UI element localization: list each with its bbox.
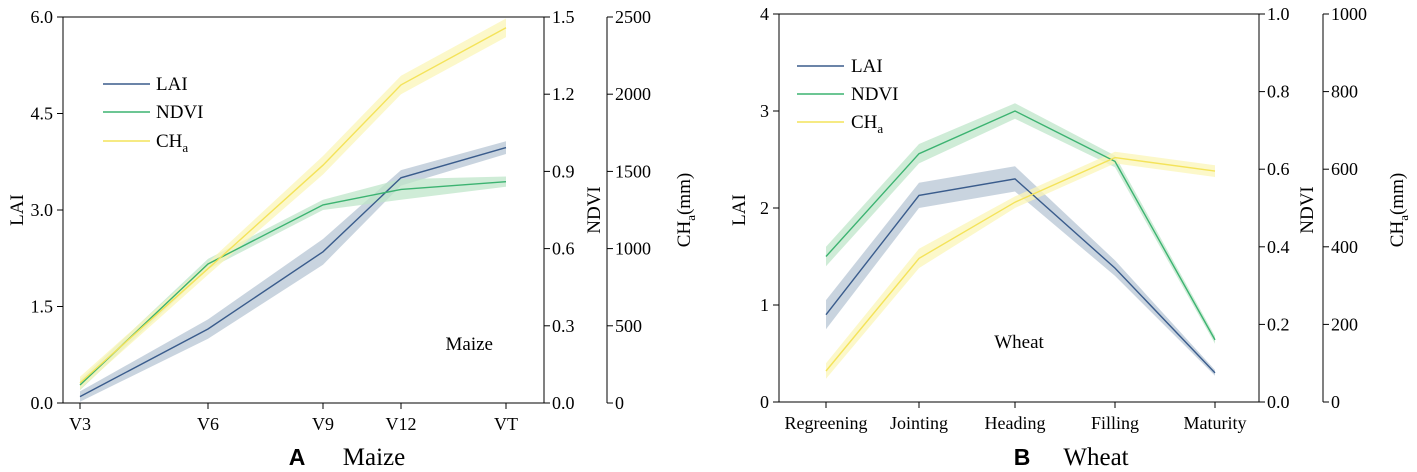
series-lines [79, 27, 507, 398]
lai-tick-label: 0.0 [31, 393, 54, 413]
ndvi-tick-label: 0.3 [552, 316, 575, 336]
series-lines [825, 110, 1216, 374]
x-tick-label: V3 [69, 414, 91, 434]
lai-tick-label: 1.5 [31, 297, 54, 317]
panel-b-wheat: Regreening Jointing Heading Filling Maturity… [729, 4, 1411, 471]
plot-annotation: Maize [446, 334, 493, 355]
legend-label-ndvi: NDVI [851, 84, 899, 105]
lai-axis-label: LAI [7, 194, 28, 226]
cha-tick-label: 600 [1331, 159, 1358, 179]
panel-a-maize: V3 V6 V9 V12 VT 0.0 1.5 3.0 4.5 6.0 0.0 0.3 0.6 0.9 1.… [7, 7, 698, 471]
lai-tick-label: 4 [760, 4, 769, 24]
band-ndvi [80, 176, 506, 391]
legend: LAI NDVI CHa [797, 56, 899, 136]
x-tick-label: Regreening [785, 413, 868, 433]
panel-title: Maize [343, 444, 405, 471]
ndvi-tick-label: 0.9 [552, 161, 575, 181]
x-tick-label: Heading [985, 413, 1046, 433]
cha-tick-label: 200 [1331, 314, 1358, 334]
cha-tick-label: 2000 [615, 84, 651, 104]
ndvi-tick-label: 0.0 [1267, 392, 1290, 412]
cha-tick-label: 500 [615, 316, 642, 336]
line-cha [825, 156, 1216, 372]
x-tick-label: V9 [312, 414, 334, 434]
ndvi-tick-label: 0.8 [1267, 82, 1290, 102]
lai-tick-label: 3 [760, 101, 769, 121]
line-ndvi [825, 110, 1216, 341]
ndvi-tick-label: 0.4 [1267, 237, 1290, 257]
legend-label-lai: LAI [851, 56, 883, 77]
cha-tick-label: 0 [1331, 392, 1340, 412]
ndvi-tick-label: 1.5 [552, 7, 575, 27]
ndvi-tick-label: 0.6 [552, 239, 575, 259]
legend: LAI NDVI CHa [103, 74, 204, 155]
cha-tick-label: 1000 [1331, 4, 1367, 24]
cha-tick-label: 2500 [615, 7, 651, 27]
line-lai [79, 146, 507, 398]
cha-tick-label: 400 [1331, 237, 1358, 257]
legend-label-cha: CHa [156, 131, 188, 155]
lai-tick-label: 6.0 [31, 7, 54, 27]
x-tick-label: VT [494, 414, 518, 434]
x-tick-label: V6 [197, 414, 219, 434]
lai-tick-label: 4.5 [31, 104, 54, 124]
ndvi-tick-label: 0.0 [552, 393, 575, 413]
cha-tick-label: 0 [615, 393, 624, 413]
cha-tick-label: 1000 [615, 239, 651, 259]
line-ndvi [79, 181, 507, 386]
ndvi-tick-label: 0.6 [1267, 159, 1290, 179]
x-tick-label: Jointing [890, 413, 948, 433]
legend-label-ndvi: NDVI [156, 102, 204, 123]
line-cha [79, 27, 507, 384]
ndvi-tick-label: 1.0 [1267, 4, 1290, 24]
axis-ticks: Regreening Jointing Heading Filling Maturity… [760, 4, 1367, 433]
ndvi-tick-label: 0.2 [1267, 314, 1290, 334]
panel-letter: B [1014, 444, 1031, 470]
lai-tick-label: 3.0 [31, 200, 54, 220]
cha-tick-label: 800 [1331, 82, 1358, 102]
lai-tick-label: 0 [760, 392, 769, 412]
legend-label-lai: LAI [156, 74, 188, 95]
cha-axis-label: CHa(mm) [1387, 173, 1411, 247]
ndvi-axis-label: NDVI [584, 186, 605, 234]
lai-axis-label: LAI [729, 194, 750, 226]
confidence-bands [826, 103, 1215, 379]
plot-annotation: Wheat [994, 332, 1044, 353]
confidence-bands [80, 18, 506, 402]
cha-tick-label: 1500 [615, 161, 651, 181]
band-cha [80, 18, 506, 390]
x-tick-label: Filling [1091, 413, 1139, 433]
band-cha [826, 151, 1215, 379]
lai-tick-label: 2 [760, 198, 769, 218]
legend-label-cha: CHa [851, 112, 883, 136]
line-lai [825, 178, 1216, 374]
ndvi-axis-label: NDVI [1297, 186, 1318, 234]
x-tick-label: Maturity [1184, 413, 1247, 433]
panel-title: Wheat [1063, 444, 1128, 471]
panel-letter: A [289, 444, 306, 470]
ndvi-tick-label: 1.2 [552, 84, 575, 104]
lai-tick-label: 1 [760, 295, 769, 315]
axis-ticks: V3 V6 V9 V12 VT 0.0 1.5 3.0 4.5 6.0 0.0 0.3 0.6 0.9 1.… [31, 7, 652, 434]
cha-axis-label: CHa(mm) [674, 173, 698, 247]
x-tick-label: V12 [386, 414, 417, 434]
